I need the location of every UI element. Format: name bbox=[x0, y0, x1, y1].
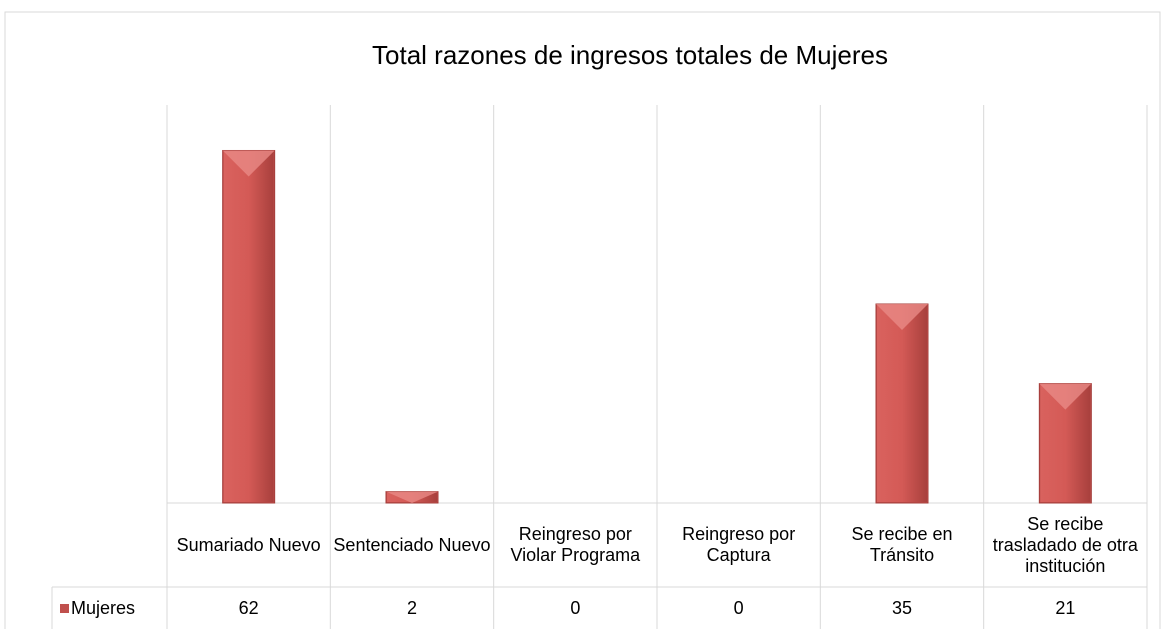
bar-shade bbox=[223, 151, 274, 502]
bar-bevel bbox=[386, 491, 438, 503]
x-tick-label: Sentenciado Nuevo bbox=[333, 534, 491, 555]
x-category-cell: Se recibe trasladado de otra institución bbox=[992, 513, 1138, 576]
x-category-cell: Sumariado Nuevo bbox=[176, 534, 321, 555]
x-tick-label: Sumariado Nuevo bbox=[176, 534, 321, 555]
table-value: 0 bbox=[570, 598, 580, 618]
legend-marker bbox=[60, 604, 69, 613]
table-value: 35 bbox=[892, 598, 912, 618]
chart-border bbox=[4, 11, 1161, 629]
x-tick-label: Reingreso por Violar Programa bbox=[510, 524, 641, 565]
x-category-cell: Sentenciado Nuevo bbox=[333, 534, 491, 555]
chart-title: Total razones de ingresos totales de Muj… bbox=[372, 40, 888, 70]
table-value: 2 bbox=[407, 598, 417, 618]
bar-group bbox=[1038, 383, 1092, 504]
x-tick-label: Se recibe en Tránsito bbox=[851, 524, 953, 565]
bar-group bbox=[385, 491, 439, 504]
legend-label: Mujeres bbox=[71, 598, 135, 618]
table-value: 62 bbox=[239, 598, 259, 618]
bar-bevel bbox=[876, 304, 928, 330]
bar-bevel bbox=[222, 150, 275, 177]
x-category-cell: Reingreso por Captura bbox=[682, 524, 796, 565]
x-category-cell: Se recibe en Tránsito bbox=[851, 524, 953, 565]
bar-bevel bbox=[1039, 383, 1092, 410]
bar-group bbox=[875, 303, 929, 504]
bar-group bbox=[222, 149, 276, 504]
x-tick-label: Reingreso por Captura bbox=[682, 524, 796, 565]
table-value: 21 bbox=[1055, 598, 1075, 618]
bar-shade bbox=[877, 305, 927, 502]
table-value: 0 bbox=[734, 598, 744, 618]
x-tick-label: Se recibe trasladado de otra institución bbox=[992, 513, 1138, 576]
x-category-cell: Reingreso por Violar Programa bbox=[510, 524, 641, 565]
